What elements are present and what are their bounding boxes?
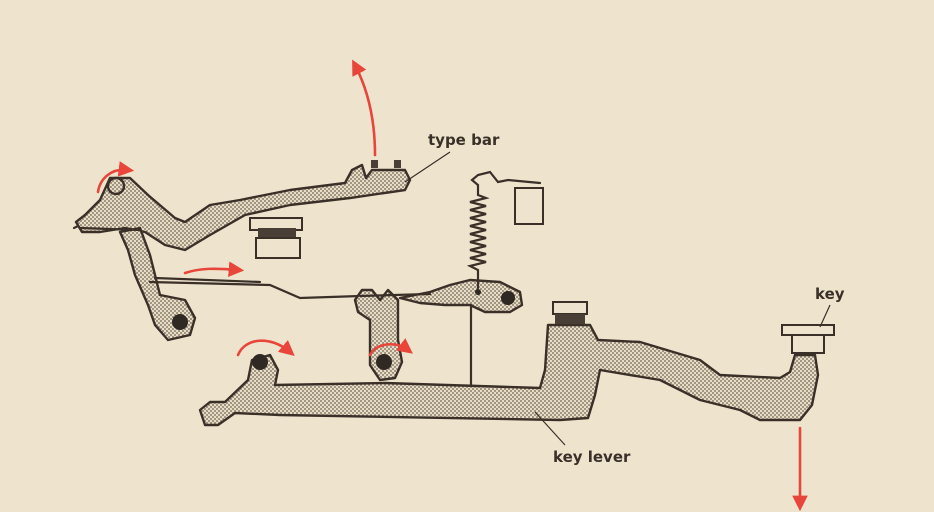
draw-wire-arrow <box>183 261 245 277</box>
return-spring <box>466 170 542 290</box>
link-arm-pivot <box>172 314 188 330</box>
draw-wire-upper <box>153 276 262 284</box>
bellcrank-pivot <box>501 291 515 305</box>
bellcrank <box>358 278 524 314</box>
key-label: key <box>815 285 845 303</box>
key-stem <box>791 334 825 354</box>
key-lever-leader <box>534 411 566 446</box>
motion-arrows <box>96 59 808 512</box>
key-cap <box>781 324 835 336</box>
key-lever-part <box>198 301 820 427</box>
key-leader <box>819 304 831 328</box>
type-bar-leader <box>404 151 451 183</box>
key-lever-pivot <box>252 354 268 370</box>
type-slug-right <box>394 160 401 168</box>
labels: type bar key key lever <box>404 131 845 466</box>
key-part <box>781 324 835 354</box>
key-lever-pivot-arrow <box>236 339 295 357</box>
sublever-pivot <box>376 354 392 370</box>
type-bar-up-arrow <box>352 59 377 157</box>
bellcrank-rivet <box>475 289 481 295</box>
type-bar-guide <box>249 217 303 259</box>
type-bar-pivot-arrow <box>96 161 135 194</box>
draw-wire <box>148 280 362 300</box>
type-slug-left <box>371 160 378 168</box>
spring-bracket <box>514 187 544 225</box>
sublever-pivot-arrow <box>368 338 413 357</box>
link-arm <box>72 224 197 342</box>
sublever <box>353 288 404 382</box>
key-lever-label: key lever <box>553 448 631 466</box>
type-bar-label: type bar <box>428 131 500 149</box>
